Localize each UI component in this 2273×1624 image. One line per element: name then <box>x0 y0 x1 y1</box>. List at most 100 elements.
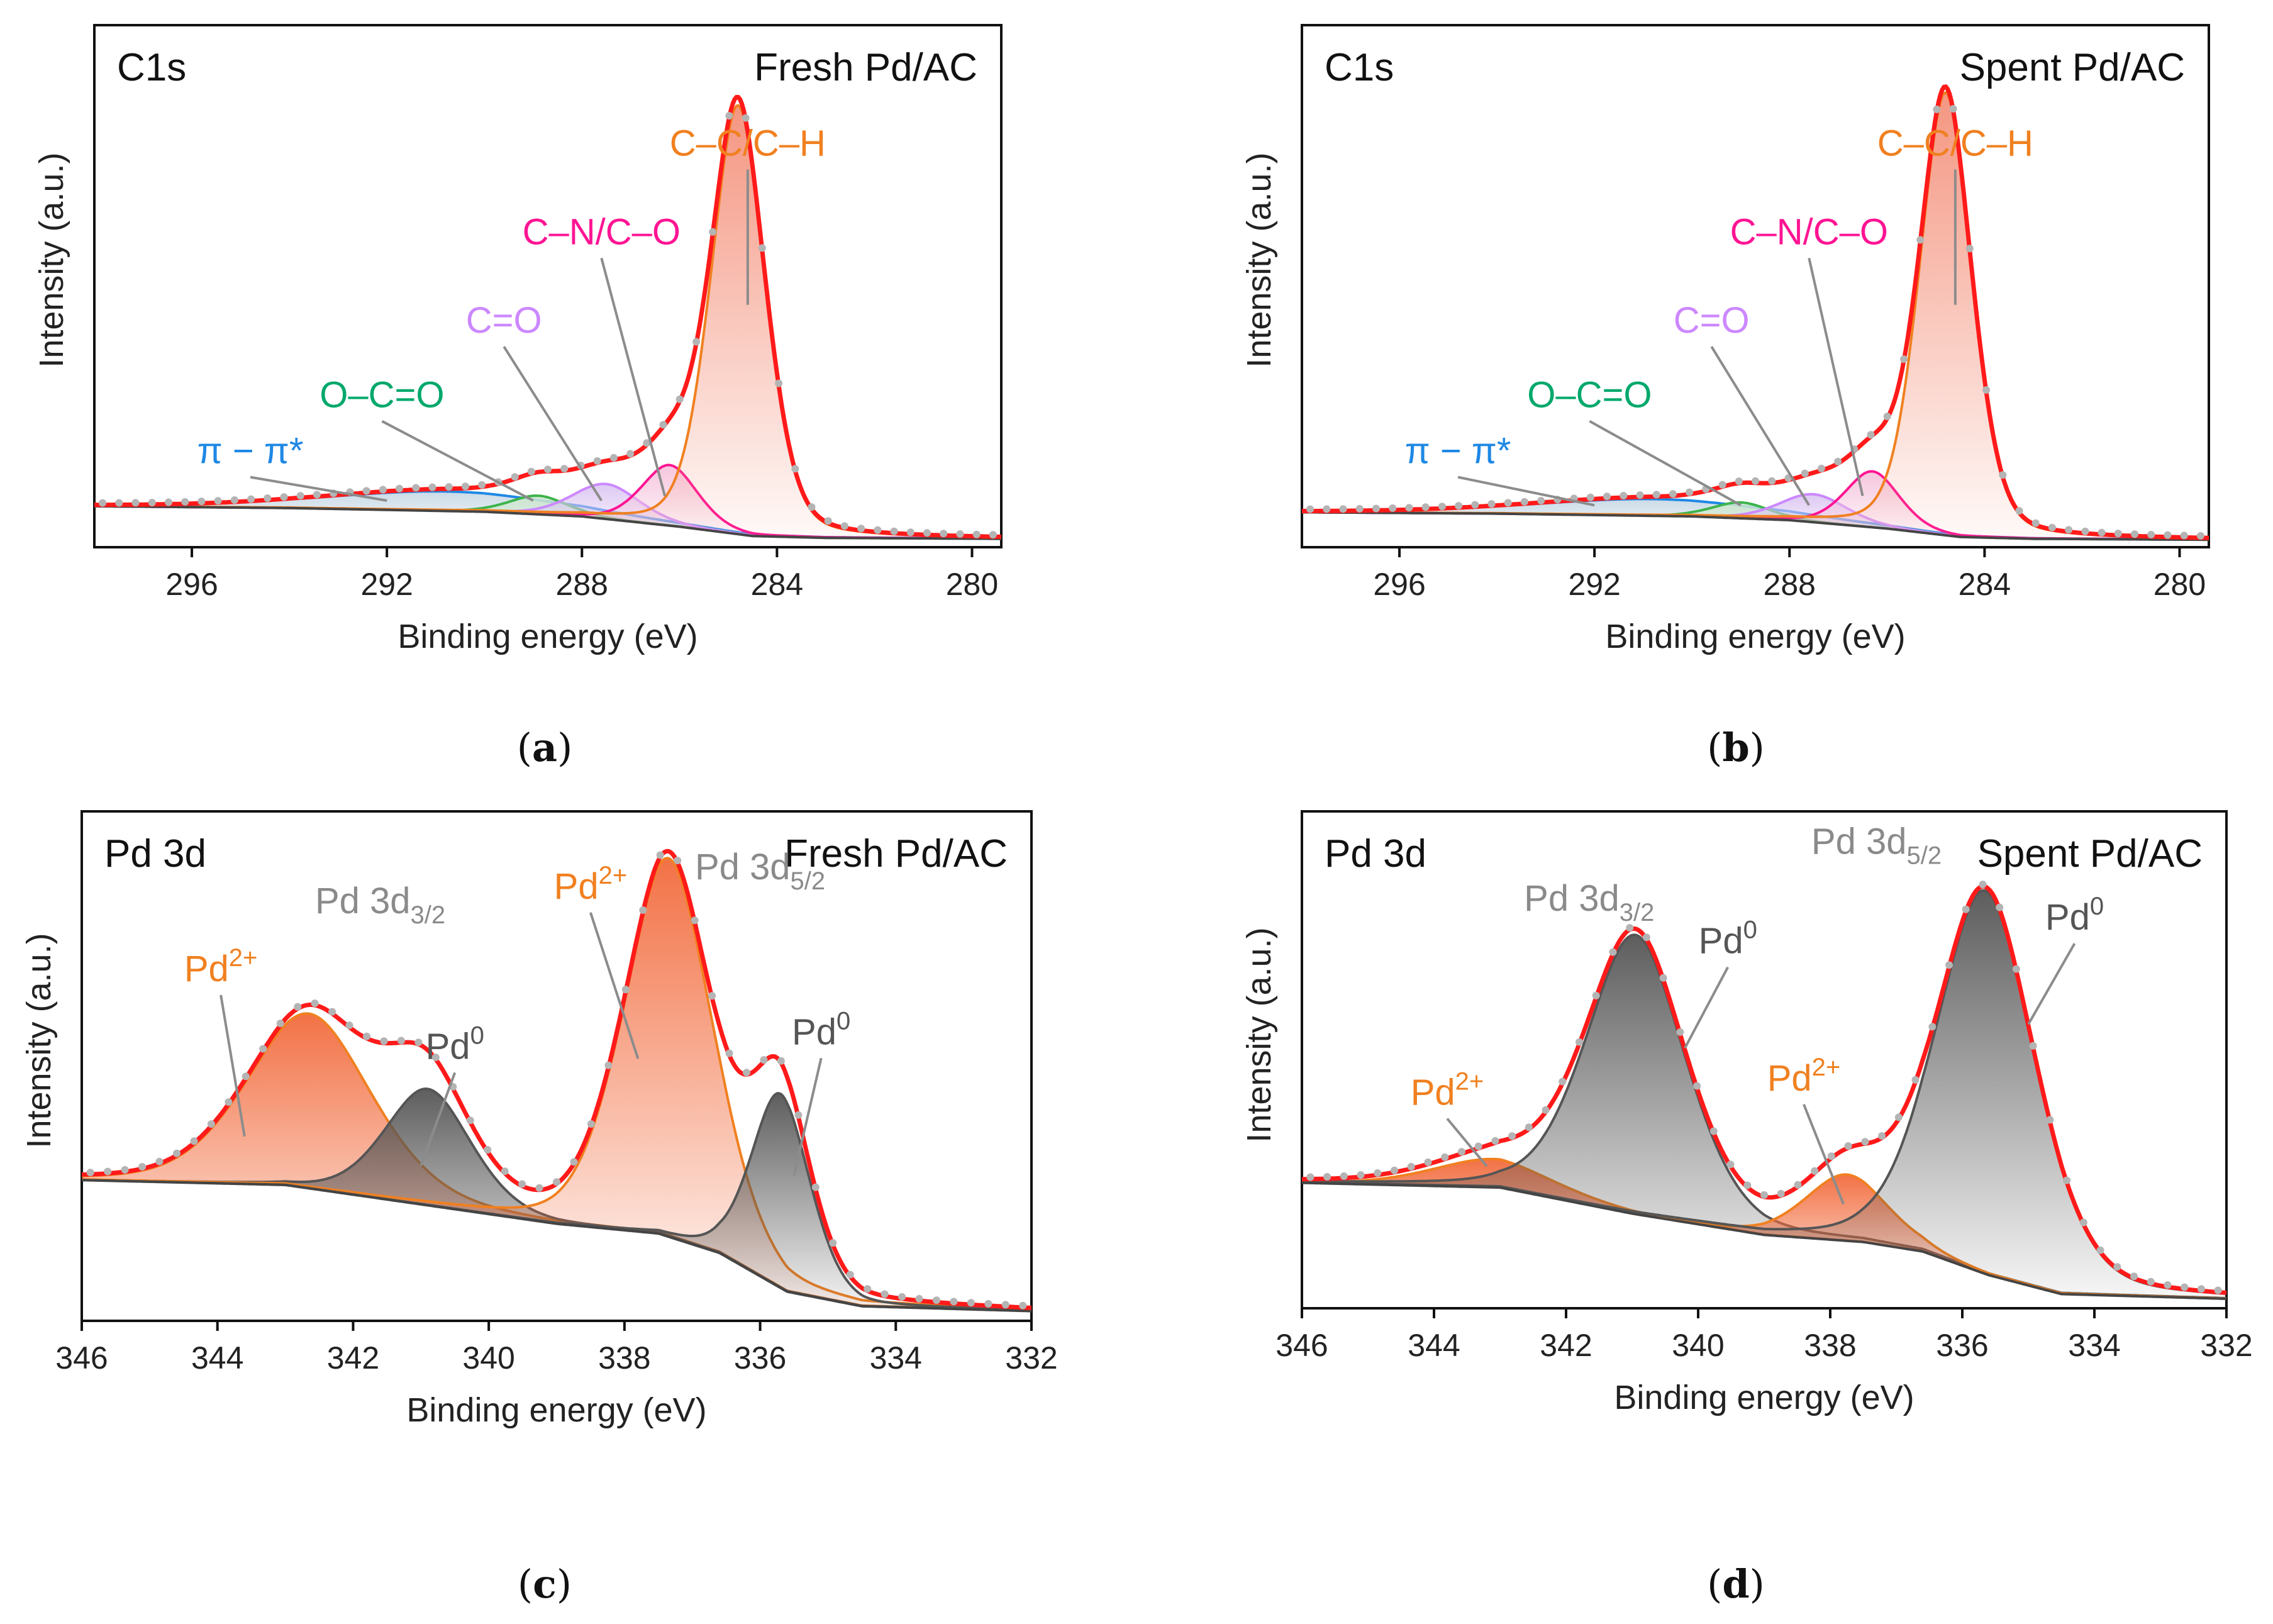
x-tick-label: 344 <box>191 1340 243 1376</box>
raw-data-point <box>181 498 189 506</box>
peak-label-sub: 5/2 <box>1906 842 1942 870</box>
raw-data-point <box>1471 501 1479 509</box>
raw-data-point <box>604 1061 613 1069</box>
raw-data-point <box>1424 1158 1432 1166</box>
raw-data-point <box>708 992 716 1000</box>
x-tick-label: 280 <box>946 567 998 602</box>
peak-label-sup: 0 <box>470 1021 484 1049</box>
panel-title-right: Fresh Pd/AC <box>754 46 977 89</box>
raw-data-point <box>1817 464 1825 472</box>
raw-data-point <box>190 1137 198 1145</box>
raw-data-point <box>1878 1132 1886 1140</box>
raw-data-point <box>1504 499 1512 507</box>
component-line-pd2_52 <box>82 857 1032 1311</box>
raw-data-point <box>906 528 914 537</box>
raw-data-point <box>725 1049 733 1057</box>
raw-data-point <box>691 916 699 925</box>
raw-data-point <box>1520 498 1528 506</box>
raw-data-point <box>1576 1038 1583 1046</box>
raw-data-point <box>742 114 750 122</box>
leader-line <box>1684 966 1730 1049</box>
raw-data-point <box>1559 1077 1567 1086</box>
leader-line <box>589 912 640 1060</box>
x-axis-label: Binding energy (eV) <box>397 618 697 655</box>
y-axis-label: Intensity (a.u.) <box>1240 152 1278 367</box>
raw-data-point <box>659 421 667 429</box>
component-fill-pd0_52 <box>1302 890 2226 1299</box>
raw-data-point <box>155 1157 164 1165</box>
leader-line <box>1803 1104 1845 1205</box>
raw-data-point <box>466 1116 474 1125</box>
raw-data-point <box>621 986 630 994</box>
component-fill-o_c_o <box>1302 502 2209 540</box>
raw-data-point <box>313 491 321 499</box>
background-line <box>1301 1181 2227 1300</box>
raw-data-point <box>1709 1127 1718 1135</box>
raw-data-point <box>1827 1152 1835 1160</box>
raw-data-point <box>1949 105 1957 113</box>
raw-data-point <box>593 457 601 465</box>
raw-data-point <box>414 1038 423 1047</box>
peak-label-pd_3d32: Pd 3d3/2 <box>1524 878 1654 926</box>
peak-label-pd2_52: Pd2+ <box>1767 1054 1841 1099</box>
raw-data-point <box>461 482 469 491</box>
panel-caption: (b) <box>1707 725 1765 770</box>
raw-data-point <box>1609 948 1617 956</box>
raw-data-point <box>1491 1137 1499 1145</box>
raw-data-point <box>1372 504 1380 513</box>
component-fill-pi_pi <box>94 491 1001 539</box>
leader-line <box>381 420 534 502</box>
raw-data-point <box>881 1290 889 1298</box>
raw-data-point <box>280 493 288 501</box>
peak-label-pd0_52: Pd0 <box>2045 893 2104 938</box>
raw-data-point <box>431 1054 440 1062</box>
raw-data-point <box>173 1149 181 1157</box>
raw-data-point <box>898 1293 906 1301</box>
raw-data-point <box>2029 1042 2037 1050</box>
raw-data-point <box>1323 1173 1331 1181</box>
raw-data-point <box>1735 477 1743 486</box>
peak-label-sup: 0 <box>2090 893 2104 920</box>
raw-data-point <box>396 484 403 492</box>
x-axis-label: Binding energy (eV) <box>406 1391 706 1429</box>
x-tick-label: 342 <box>1540 1328 1592 1363</box>
raw-data-point <box>1894 1113 1903 1121</box>
panel-caption: (d) <box>1707 1561 1765 1607</box>
raw-data-point <box>890 527 898 535</box>
raw-data-point <box>1844 1142 1852 1150</box>
x-tick-label: 334 <box>2068 1328 2120 1363</box>
peak-label-c_c_c_h: C–C/C–H <box>1877 123 2033 164</box>
raw-data-point <box>1883 413 1891 421</box>
panel-title-right: Spent Pd/AC <box>1960 46 2185 89</box>
y-axis-label: Intensity (a.u.) <box>1240 927 1278 1142</box>
raw-data-point <box>725 112 733 120</box>
raw-data-point <box>1965 245 1974 253</box>
panel-title-left: Pd 3d <box>104 832 206 876</box>
panel-b: 296 292 288 284 280 Binding energy (eV) Intens… <box>1240 24 2210 770</box>
x-tick-label: 346 <box>55 1340 108 1376</box>
peak-label-sup: 2+ <box>599 862 628 889</box>
raw-data-point <box>2164 1281 2172 1289</box>
raw-data-point <box>1676 1028 1684 1036</box>
raw-data-point <box>1455 502 1463 510</box>
raw-data-point <box>956 530 964 538</box>
raw-data-point <box>1726 1160 1735 1169</box>
raw-data-point <box>527 467 535 476</box>
raw-data-point <box>1916 236 1925 244</box>
y-axis-label: Intensity (a.u.) <box>33 152 70 367</box>
raw-data-point <box>1743 1181 1752 1189</box>
peak-label-pi_pi: π − π* <box>1405 431 1511 472</box>
raw-data-point <box>242 1072 250 1081</box>
raw-data-point <box>989 531 997 539</box>
raw-data-point <box>131 499 140 507</box>
raw-data-point <box>428 483 436 491</box>
panel-caption: (a) <box>517 725 573 770</box>
x-tick-label: 284 <box>1959 567 2011 602</box>
x-tick-label: 296 <box>1373 567 1425 602</box>
raw-data-point <box>864 1285 872 1293</box>
raw-data-point <box>1537 497 1545 504</box>
plot-frame <box>1301 810 2228 1310</box>
peak-label-sup: 2+ <box>1455 1067 1484 1095</box>
x-tick-label: 332 <box>1005 1340 1057 1376</box>
raw-data-point <box>247 495 255 503</box>
